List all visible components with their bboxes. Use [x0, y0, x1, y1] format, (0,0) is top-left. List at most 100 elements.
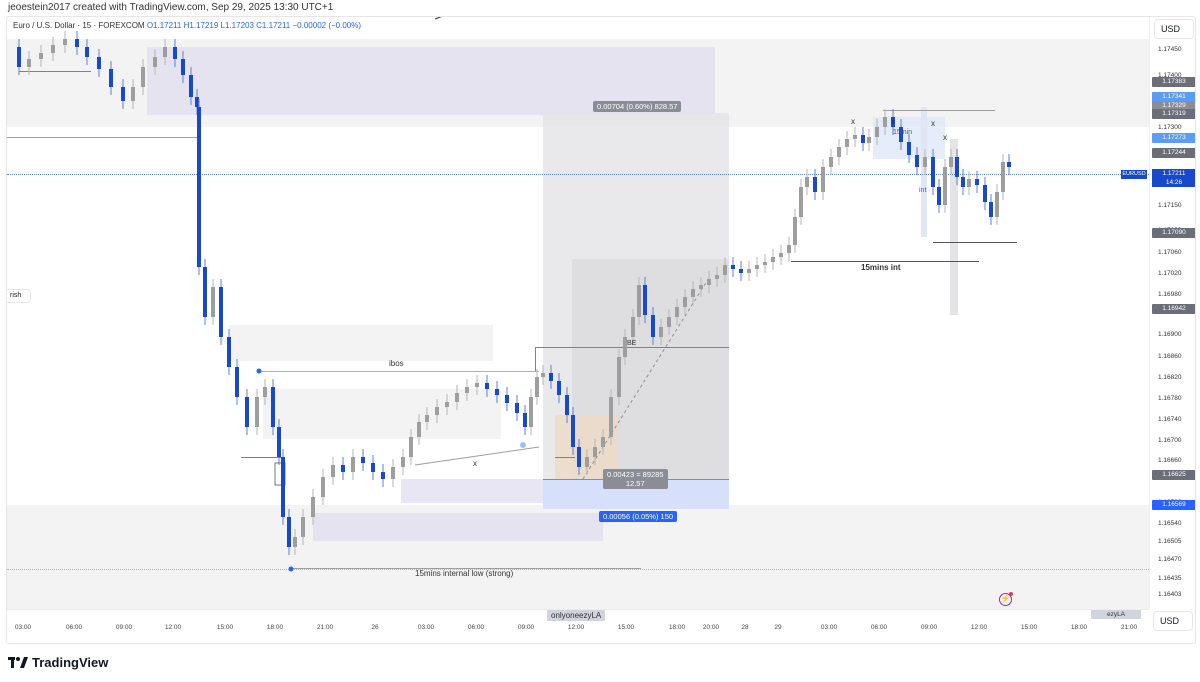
- time-tick: 06:00: [467, 624, 485, 631]
- red-level-entry: [555, 457, 575, 458]
- time-tick: 21:00: [1120, 624, 1138, 631]
- currency-selector-bottom[interactable]: USD: [1153, 611, 1193, 631]
- time-tick: 15:00: [1020, 624, 1038, 631]
- candle: [391, 459, 395, 487]
- bar-countdown: 14:26: [1165, 179, 1183, 186]
- chart-plot-area[interactable]: Euro / U.S. Dollar · 15 · FOREXCOM O1.17…: [7, 17, 1149, 609]
- legend-high: H1.17219: [183, 21, 219, 30]
- candle: [535, 369, 539, 405]
- price-level-label: 1.17090: [1152, 228, 1195, 238]
- price-tick: 1.16403: [1158, 591, 1182, 598]
- candle: [219, 279, 223, 345]
- lightning-icon[interactable]: ⚡: [999, 592, 1013, 606]
- candle: [915, 147, 919, 175]
- candle: [715, 267, 719, 287]
- candle: [875, 119, 879, 145]
- tradingview-brand[interactable]: TradingView: [8, 655, 108, 670]
- candle: [263, 379, 267, 405]
- axis-corner: USD: [1149, 609, 1195, 643]
- price-axis[interactable]: USD 1.174501.174001.173001.171501.171001…: [1149, 17, 1195, 609]
- time-tick: 03:00: [820, 624, 838, 631]
- legend-open: O1.17211: [146, 21, 182, 30]
- candle: [937, 179, 941, 213]
- candle: [699, 277, 703, 297]
- candle: [255, 389, 259, 435]
- candle: [189, 67, 193, 105]
- candle: [203, 259, 207, 325]
- candle: [787, 237, 791, 261]
- highlight-col-1: [921, 107, 927, 237]
- time-axis[interactable]: 03:00 06:00 09:00 12:00 15:00 18:00 21:00 26 03:…: [7, 609, 1149, 643]
- candle: [85, 39, 89, 65]
- symbol-legend[interactable]: Euro / U.S. Dollar · 15 · FOREXCOM O1.17…: [13, 21, 361, 30]
- candle: [211, 279, 215, 325]
- candle: [109, 61, 113, 95]
- candle: [235, 359, 239, 405]
- candle: [549, 365, 553, 389]
- time-tick: 18:00: [266, 624, 284, 631]
- candle: [401, 449, 405, 475]
- price-level-label: 1.16569: [1152, 500, 1195, 510]
- candle: [141, 59, 145, 95]
- candle: [361, 449, 365, 471]
- candle: [271, 379, 275, 435]
- current-price: 1.17211: [1162, 170, 1186, 177]
- price-tick: 1.17060: [1158, 249, 1182, 256]
- side-panel-tab[interactable]: rish: [7, 289, 31, 303]
- candle: [541, 365, 545, 385]
- current-price-tag: 1.17211 14:26: [1152, 169, 1195, 187]
- candle: [97, 49, 101, 77]
- candle: [623, 329, 627, 365]
- candle: [577, 439, 581, 475]
- ibos-line: [259, 371, 539, 372]
- time-tick: 15:00: [216, 624, 234, 631]
- currency-selector-top[interactable]: USD: [1154, 19, 1194, 39]
- trendlines: [256, 17, 708, 572]
- candle: [593, 439, 597, 465]
- time-tick: 18:00: [1070, 624, 1088, 631]
- candle: [943, 159, 947, 213]
- time-tick: 03:00: [14, 624, 32, 631]
- candle: [381, 464, 385, 487]
- candle: [1007, 154, 1011, 175]
- candle: [739, 261, 743, 281]
- candle: [51, 37, 55, 61]
- candle: [39, 45, 43, 67]
- candle: [949, 149, 953, 175]
- symbol-tag: EURUSD: [1121, 170, 1147, 179]
- candle: [417, 414, 421, 445]
- candle: [771, 249, 775, 270]
- candle: [121, 79, 125, 109]
- candle: [163, 39, 167, 65]
- candle: [837, 139, 841, 165]
- price-level-label: 1.16625: [1152, 470, 1195, 480]
- x-mark-3: x: [931, 119, 935, 128]
- price-tick: 1.16740: [1158, 416, 1182, 423]
- measure-mid-line2: 12.57: [625, 479, 645, 488]
- candle: [445, 394, 449, 415]
- candle: [967, 171, 971, 195]
- candle: [667, 309, 671, 335]
- price-tick: 1.17020: [1158, 270, 1182, 277]
- time-tick: 09:00: [115, 624, 133, 631]
- price-tick: 1.16700: [1158, 437, 1182, 444]
- candle: [779, 245, 783, 265]
- candle: [805, 169, 809, 195]
- current-price-line: [7, 174, 1149, 175]
- legend-symbol: Euro / U.S. Dollar · 15 · FOREXCOM: [13, 21, 145, 30]
- candle: [287, 509, 291, 555]
- red-level-left: [19, 71, 91, 72]
- candle: [799, 179, 803, 225]
- fifteen-int-label: 15mins int: [861, 263, 901, 272]
- price-tick: 1.16860: [1158, 353, 1182, 360]
- candle: [643, 277, 647, 323]
- time-tick: 29: [774, 624, 782, 631]
- measure-mid-line1: 0.00423 = 89285: [607, 470, 664, 479]
- legend-close: C1.17211: [256, 21, 291, 30]
- candle: [845, 131, 849, 155]
- price-level-label: 1.17341: [1152, 92, 1195, 102]
- price-tick: 1.16820: [1158, 374, 1182, 381]
- time-tick: 26: [371, 624, 379, 631]
- price-tick: 1.17300: [1158, 124, 1182, 131]
- candle: [931, 149, 935, 195]
